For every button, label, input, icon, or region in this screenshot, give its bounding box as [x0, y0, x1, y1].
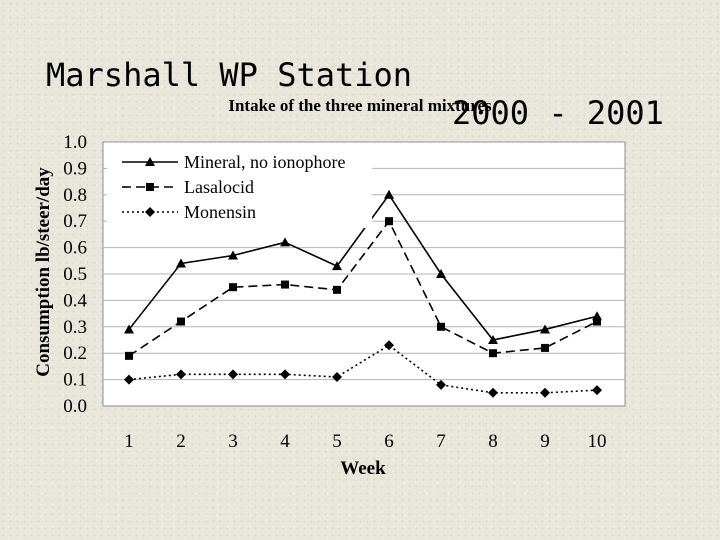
x-tick-label: 5	[332, 431, 342, 452]
data-point	[177, 317, 185, 326]
legend-label: Monensin	[184, 202, 256, 222]
data-point	[281, 280, 289, 289]
series-line	[128, 219, 598, 357]
x-tick-label: 1	[124, 431, 134, 452]
y-tick-label: 0.5	[63, 264, 87, 285]
y-tick-labels: 0.0 0.1 0.2 0.3 0.4 0.5 0.6 0.7 0.8 0.9 1.0	[63, 132, 87, 417]
data-point	[176, 258, 186, 268]
y-tick-label: 0.9	[63, 158, 87, 179]
y-tick-label: 0.7	[63, 211, 87, 232]
legend-marker	[145, 157, 155, 166]
data-point	[593, 317, 601, 326]
x-tick-label: 10	[588, 431, 607, 452]
data-point	[436, 269, 446, 278]
slide-title: Marshall WP Station 2000 - 2001	[0, 18, 720, 132]
x-tick-label: 9	[540, 431, 550, 452]
data-point	[124, 374, 134, 385]
legend-label: Mineral, no ionophore	[184, 152, 345, 172]
data-point	[540, 324, 550, 334]
data-point	[332, 261, 342, 271]
series-diamond	[124, 340, 602, 398]
data-point	[332, 371, 342, 382]
station-name: Marshall WP Station	[46, 56, 413, 94]
x-tick-label: 2	[176, 431, 186, 452]
data-point	[488, 387, 498, 398]
data-point	[488, 335, 498, 344]
y-tick-label: 0.3	[63, 317, 87, 338]
data-point	[228, 250, 238, 260]
legend: Mineral, no ionophore Lasalocid Monensin	[107, 146, 372, 228]
y-tick-label: 1.0	[63, 132, 87, 153]
chart-title: Intake of the three mineral mixtures	[228, 96, 492, 115]
data-point	[280, 237, 290, 247]
data-point	[333, 285, 341, 294]
x-tick-label: 8	[488, 431, 498, 452]
data-point	[228, 369, 238, 380]
y-tick-label: 0.2	[63, 343, 87, 364]
data-point	[176, 369, 186, 380]
year-range: 2000 - 2001	[452, 94, 664, 132]
data-point	[540, 387, 550, 398]
y-tick-label: 0.0	[63, 396, 87, 417]
y-tick-label: 0.1	[63, 370, 87, 391]
data-point	[280, 369, 290, 380]
data-point	[384, 189, 394, 199]
data-point	[592, 385, 602, 396]
data-point	[489, 349, 497, 358]
x-tick-label: 6	[384, 431, 394, 452]
y-tick-label: 0.6	[63, 238, 87, 259]
series-layer	[124, 189, 602, 398]
data-point	[384, 340, 394, 351]
data-point	[436, 379, 446, 390]
series-square	[125, 217, 601, 360]
x-tick-label: 3	[228, 431, 238, 452]
x-tick-label: 7	[436, 431, 446, 452]
data-point	[124, 324, 134, 334]
legend-marker	[145, 207, 155, 217]
y-axis-label: Consumption lb/steer/day	[33, 167, 54, 377]
x-tick-labels: 1 2 3 4 5 6 7 8 9 10	[124, 431, 606, 452]
series-line	[128, 193, 598, 341]
y-tick-label: 0.4	[63, 290, 87, 311]
x-tick-label: 4	[280, 431, 290, 452]
data-point	[437, 322, 445, 331]
data-point	[541, 343, 549, 352]
legend-marker	[146, 183, 154, 191]
y-tick-label: 0.8	[63, 185, 87, 206]
x-axis-label: Week	[340, 458, 386, 479]
data-point	[125, 351, 133, 360]
legend-label: Lasalocid	[184, 177, 254, 197]
data-point	[385, 217, 393, 226]
data-point	[229, 283, 237, 292]
